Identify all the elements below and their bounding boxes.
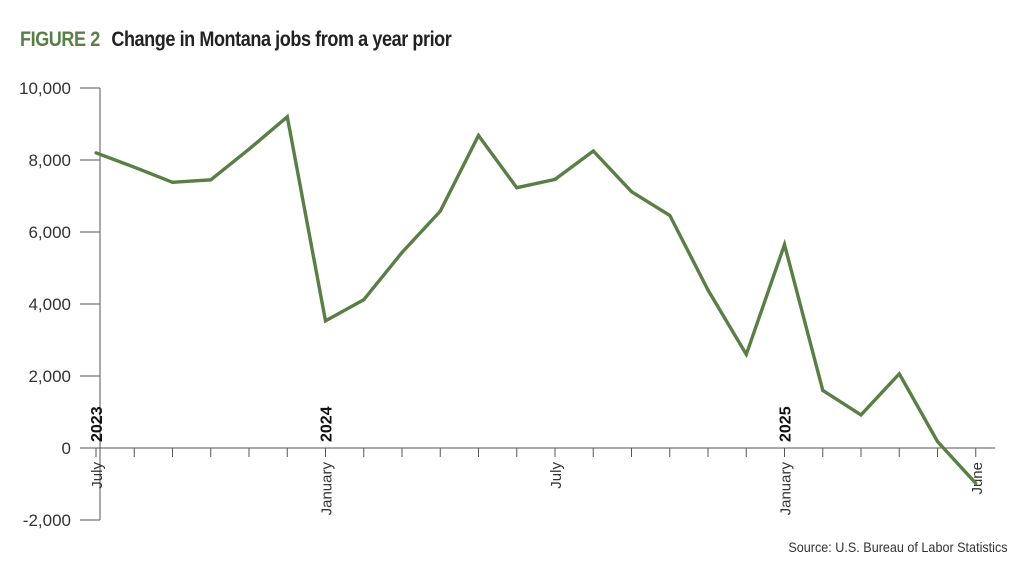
- y-tick-label: 8,000: [28, 151, 71, 170]
- data-point: [859, 413, 863, 417]
- data-point: [362, 298, 366, 302]
- data-point: [285, 115, 289, 119]
- x-tick-label: July: [89, 462, 106, 489]
- data-point: [821, 388, 825, 392]
- y-tick-label: 4,000: [28, 295, 71, 314]
- data-point: [668, 213, 672, 218]
- data-point: [782, 243, 787, 247]
- data-point: [515, 186, 519, 190]
- data-point: [897, 372, 901, 376]
- y-tick-label: 0: [62, 439, 71, 458]
- data-point: [209, 178, 213, 182]
- data-point: [323, 319, 328, 323]
- x-axis: July January July January June 2023 2024 2025: [89, 406, 995, 515]
- x-tick-label: June: [969, 462, 986, 495]
- data-point: [247, 147, 251, 151]
- y-tick-label: 10,000: [19, 79, 71, 98]
- x-tick-label: January: [778, 462, 795, 516]
- year-label: 2024: [319, 406, 336, 442]
- data-point: [629, 190, 634, 194]
- data-point: [706, 288, 710, 292]
- data-point: [170, 180, 175, 184]
- series-line: [95, 113, 978, 485]
- data-point: [553, 177, 557, 182]
- data-point: [935, 439, 940, 444]
- year-label: 2023: [89, 406, 106, 442]
- data-point: [94, 151, 98, 155]
- data-point: [974, 481, 978, 485]
- y-tick-label: 6,000: [28, 223, 71, 242]
- y-tick-label: -2,000: [23, 511, 71, 530]
- x-tick-label: July: [548, 462, 565, 489]
- y-tick-label: 2,000: [28, 367, 71, 386]
- data-point: [438, 209, 442, 213]
- data-point: [744, 352, 748, 356]
- data-point: [476, 133, 481, 138]
- year-label: 2025: [778, 406, 795, 442]
- source-note: Source: U.S. Bureau of Labor Statistics: [788, 539, 1008, 555]
- series-layer: [94, 113, 978, 485]
- data-point: [400, 250, 404, 255]
- figure-label: FIGURE 2: [20, 28, 100, 51]
- y-axis: 10,000 8,000 6,000 4,000 2,000 0 -2,000: [19, 79, 101, 530]
- x-tick-label: January: [319, 462, 336, 516]
- chart-title: Change in Montana jobs from a year prior: [111, 28, 452, 51]
- data-point: [591, 149, 595, 153]
- figure-title: FIGURE 2 Change in Montana jobs from a y…: [20, 28, 452, 52]
- data-point: [132, 165, 136, 169]
